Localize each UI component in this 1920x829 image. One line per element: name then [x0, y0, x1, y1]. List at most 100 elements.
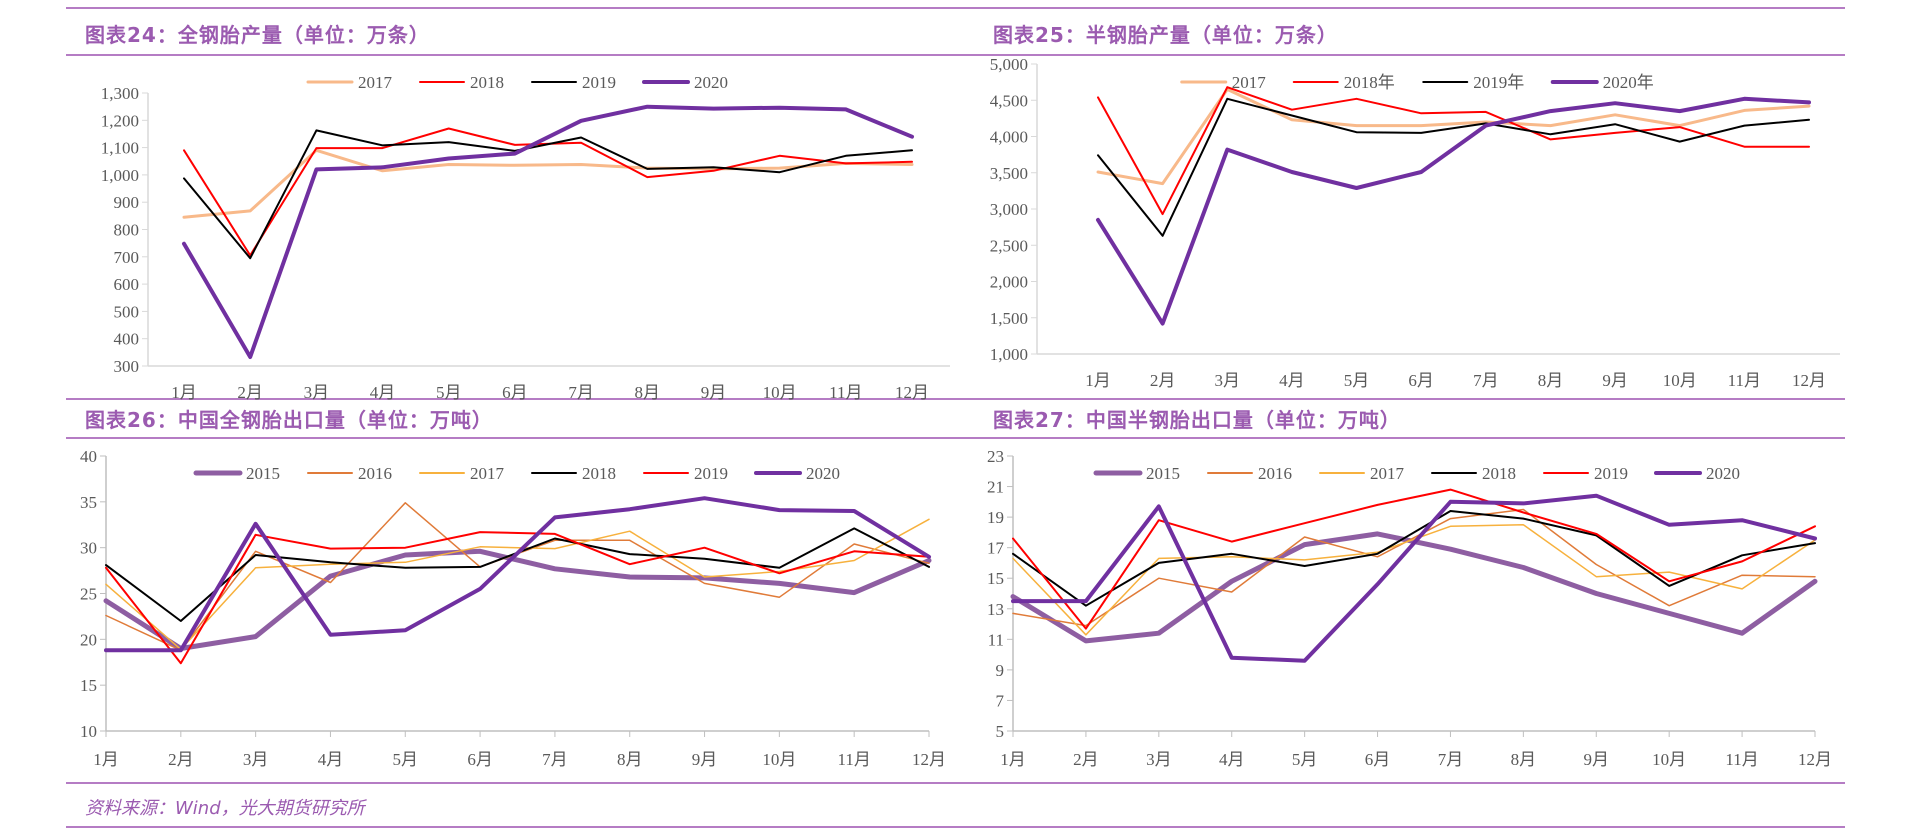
legend-item: 2020 [1654, 464, 1740, 483]
series-line-2020年 [1096, 96, 1811, 326]
figure-25-title: 图表25：半钢胎产量（单位：万条） [993, 23, 1338, 47]
y-tick-label: 600 [114, 275, 140, 294]
y-tick-label: 800 [114, 221, 140, 240]
legend-item: 2019 [1543, 464, 1628, 483]
series-line-2020 [182, 104, 914, 359]
x-tick-label: 8月 [1511, 750, 1537, 769]
series-line-2018 [1012, 510, 1816, 607]
x-tick-label: 3月 [1215, 371, 1241, 390]
legend-label: 2017 [470, 464, 505, 483]
legend-label: 2019 [694, 464, 728, 483]
legend-label: 2017 [1232, 73, 1267, 92]
series-line-2015 [1010, 531, 1818, 644]
y-tick-label: 17 [987, 539, 1005, 558]
x-tick-label: 8月 [1538, 371, 1564, 390]
x-tick-label: 10月 [763, 383, 797, 402]
x-tick-label: 5月 [1292, 750, 1318, 769]
y-tick-label: 4,000 [990, 128, 1028, 147]
legend-label: 2016 [358, 464, 392, 483]
legend-label: 2019 [1594, 464, 1628, 483]
y-tick-label: 1,500 [990, 309, 1028, 328]
legend-item: 2018 [531, 464, 616, 483]
x-tick-label: 4月 [1219, 750, 1245, 769]
legend-label: 2018 [470, 73, 504, 92]
y-tick-label: 5,000 [990, 55, 1028, 74]
title-rule-right [972, 54, 1845, 56]
series-line-2019年 [1097, 97, 1810, 237]
x-tick-label: 1月 [93, 750, 119, 769]
x-tick-label: 7月 [568, 383, 594, 402]
series-line-2019 [183, 129, 913, 260]
x-tick-label: 1月 [1000, 750, 1026, 769]
y-tick-label: 9 [996, 661, 1005, 680]
footer-top-rule [66, 782, 1845, 784]
legend: 2017 2018 2019 2020 [306, 73, 728, 92]
x-tick-label: 10月 [762, 750, 796, 769]
legend-label: 2020 [806, 464, 840, 483]
y-tick-label: 15 [80, 676, 97, 695]
y-tick-label: 1,000 [101, 166, 139, 185]
x-tick-label: 11月 [1728, 371, 1761, 390]
figure-24-title: 图表24：全钢胎产量（单位：万条） [85, 23, 430, 47]
x-tick-label: 12月 [1798, 750, 1832, 769]
figure-27-title: 图表27：中国半钢胎出口量（单位：万吨） [993, 408, 1401, 432]
row2-top-rule [66, 398, 1845, 400]
x-tick-label: 6月 [1365, 750, 1391, 769]
x-tick-label: 6月 [1408, 371, 1434, 390]
legend-item: 2019 [531, 73, 616, 92]
y-tick-label: 700 [114, 248, 140, 267]
y-tick-label: 40 [80, 447, 97, 466]
legend-item: 2017 [1180, 73, 1267, 92]
legend: 2017 2018年 2019年 2020年 [1180, 73, 1654, 92]
x-tick-label: 2月 [237, 383, 263, 402]
legend-item: 2015 [1093, 464, 1180, 483]
y-tick-label: 5 [996, 722, 1005, 741]
x-tick-label: 4月 [318, 750, 344, 769]
y-tick-label: 35 [80, 493, 97, 512]
x-tick-label: 7月 [1438, 750, 1464, 769]
legend-label: 2018 [582, 464, 616, 483]
figure-26-title: 图表26：中国全钢胎出口量（单位：万吨） [85, 408, 493, 432]
x-tick-label: 9月 [692, 750, 718, 769]
top-rule-left [66, 7, 972, 9]
series-line-2019 [105, 531, 930, 665]
series-line-2020 [104, 496, 931, 653]
x-tick-label: 3月 [243, 750, 269, 769]
top-rule-right [972, 7, 1845, 9]
legend-item: 2020 [754, 464, 840, 483]
y-tick-label: 23 [987, 447, 1004, 466]
legend-item: 2017 [306, 73, 393, 92]
y-tick-label: 15 [987, 569, 1004, 588]
y-tick-label: 25 [80, 585, 97, 604]
y-tick-label: 7 [996, 691, 1005, 710]
legend-label: 2018 [1482, 464, 1516, 483]
x-tick-label: 3月 [304, 383, 330, 402]
y-tick-label: 900 [114, 193, 140, 212]
x-tick-label: 10月 [1652, 750, 1686, 769]
x-tick-label: 6月 [467, 750, 493, 769]
x-tick-label: 8月 [617, 750, 643, 769]
y-tick-label: 500 [114, 302, 140, 321]
legend-item: 2020年 [1550, 73, 1654, 92]
legend-label: 2019年 [1473, 73, 1524, 92]
y-tick-label: 2,000 [990, 273, 1028, 292]
legend-item: 2019年 [1422, 73, 1524, 92]
legend-item: 2018年 [1292, 73, 1395, 92]
series-line-2016 [1012, 508, 1816, 627]
x-tick-label: 12月 [895, 383, 929, 402]
x-tick-label: 12月 [912, 750, 946, 769]
x-tick-label: 11月 [829, 383, 862, 402]
x-tick-label: 9月 [701, 383, 727, 402]
x-tick-label: 7月 [1473, 371, 1499, 390]
source-note: 资料来源：Wind，光大期货研究所 [85, 798, 365, 819]
legend-item: 2015 [193, 464, 280, 483]
x-tick-label: 2月 [168, 750, 194, 769]
series-line-2019 [1012, 488, 1816, 630]
legend-label: 2020年 [1603, 73, 1654, 92]
legend: 2015 2016 2017 2018 2019 2020 [1093, 464, 1740, 483]
legend-label: 2020 [694, 73, 728, 92]
x-tick-label: 3月 [1146, 750, 1172, 769]
